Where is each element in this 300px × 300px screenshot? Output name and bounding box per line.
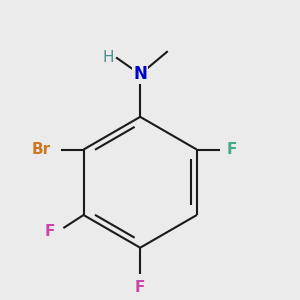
Text: F: F [45, 224, 55, 239]
Text: H: H [103, 50, 114, 65]
Text: N: N [133, 65, 147, 83]
Text: Br: Br [32, 142, 51, 157]
Text: F: F [226, 142, 237, 157]
Text: F: F [135, 280, 146, 296]
